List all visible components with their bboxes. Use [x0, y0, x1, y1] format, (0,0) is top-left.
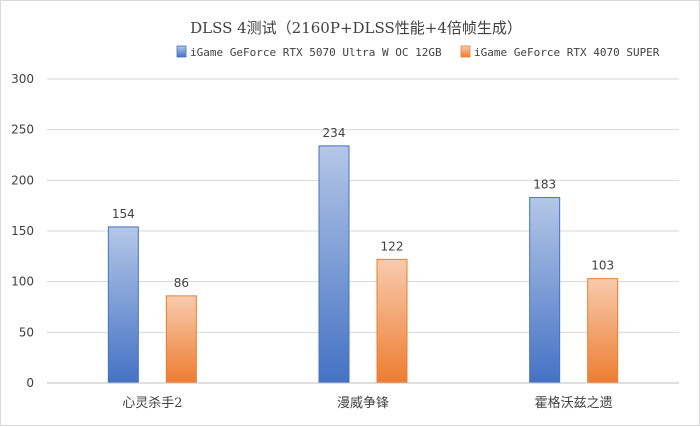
- bar-series-2: [165, 295, 197, 384]
- y-tick-label: 150: [11, 224, 34, 238]
- bar-series-2: [376, 258, 408, 384]
- bar-series-2: [587, 278, 619, 384]
- y-axis-ticks: 0 50 100 150 200 250 300: [11, 72, 34, 390]
- y-tick-label: 100: [11, 275, 34, 289]
- legend-label-series-2: iGame GeForce RTX 4070 SUPER: [474, 46, 660, 59]
- legend-label-series-1: iGame GeForce RTX 5070 Ultra W OC 12GB: [190, 46, 442, 59]
- y-tick-label: 200: [11, 173, 34, 187]
- chart-title: DLSS 4测试（2160P+DLSS性能+4倍帧生成）: [190, 19, 522, 37]
- y-tick-label: 300: [11, 72, 34, 86]
- y-tick-label: 0: [26, 376, 34, 390]
- data-label: 183: [533, 178, 556, 192]
- legend: iGame GeForce RTX 5070 Ultra W OC 12GB i…: [176, 45, 660, 59]
- bar-series-1: [529, 197, 561, 384]
- x-category-label: 心灵杀手2: [122, 396, 182, 411]
- data-label: 122: [381, 239, 404, 253]
- data-label: 154: [112, 207, 135, 221]
- gridlines: [47, 78, 679, 333]
- x-axis-categories: 心灵杀手2 漫威争锋 霍格沃兹之遗: [122, 395, 612, 411]
- y-tick-label: 250: [11, 123, 34, 137]
- data-label: 234: [323, 126, 346, 140]
- x-category-label: 霍格沃兹之遗: [535, 395, 613, 411]
- legend-swatch-series-2: [460, 45, 471, 58]
- bar-series-1: [318, 145, 350, 384]
- x-category-label: 漫威争锋: [337, 396, 389, 411]
- y-tick-label: 50: [19, 325, 34, 339]
- data-labels: 154 86 234 122 183 103: [112, 126, 614, 290]
- legend-swatch-series-1: [176, 45, 187, 58]
- bars: [107, 145, 619, 384]
- data-label: 86: [174, 276, 189, 290]
- data-label: 103: [591, 259, 614, 273]
- bar-series-1: [107, 226, 139, 384]
